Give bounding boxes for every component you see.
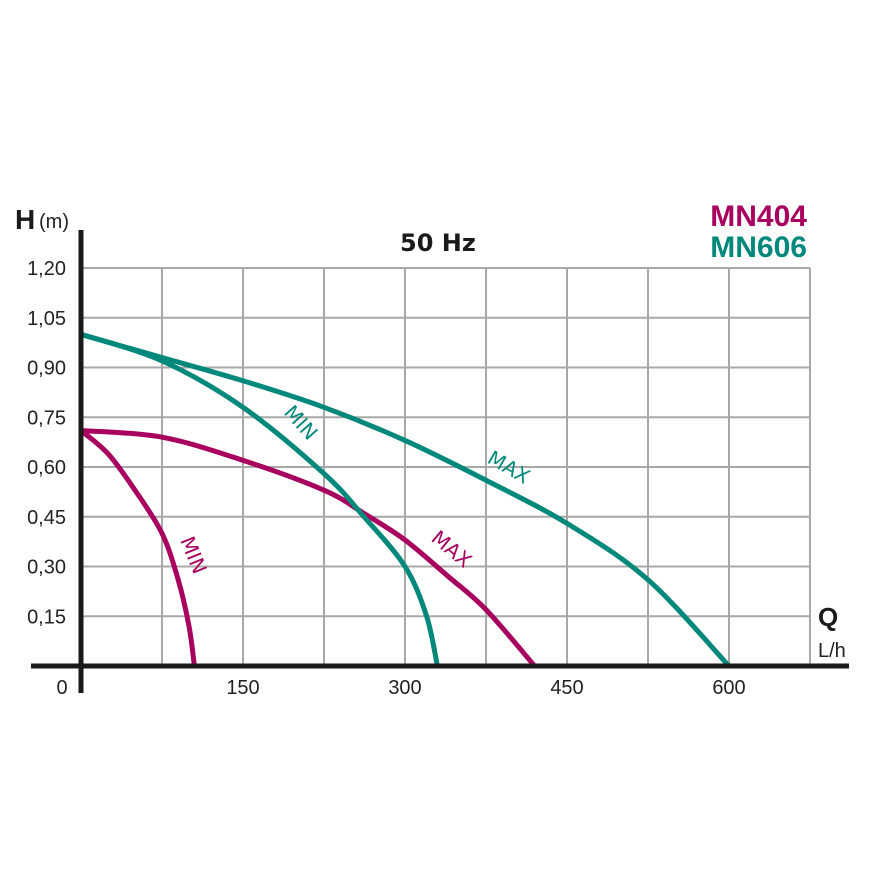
curve-mn606-max [80,331,731,668]
y-axis-unit: (m) [39,211,69,233]
curve-mn606-min [80,331,440,667]
x-axis-label: Q [818,602,838,632]
y-tick-label: 0,45 [27,507,66,529]
legend-mn404: MN404 [710,200,807,233]
y-tick-label: 0,60 [27,457,66,479]
y-tick-label: 1,05 [27,308,66,330]
y-tick-label: 0,30 [27,557,66,579]
y-tick-label: 1,20 [27,258,66,280]
y-tick-labels: 0,15 0,30 0,45 0,60 0,75 0,90 1,05 1,20 [27,258,66,628]
curve-mn404-min [79,428,197,667]
y-tick-label: 0,15 [27,606,66,628]
x-tick-label: 0 [56,677,67,699]
label-mn404-min: MIN [175,533,212,577]
x-tick-label: 150 [226,677,259,699]
curves [79,331,731,668]
legend-mn606: MN606 [710,231,807,264]
y-tick-label: 0,75 [27,407,66,429]
grid [81,267,811,666]
y-tick-label: 0,90 [27,358,66,380]
chart-title: 50 Hz [400,229,476,257]
x-axis-unit: L/h [818,640,846,662]
x-tick-label: 600 [712,677,745,699]
y-axis-label: H [15,204,35,235]
x-tick-label: 300 [388,677,421,699]
x-tick-label: 450 [550,677,583,699]
x-tick-labels: 0 150 300 450 600 [56,677,745,699]
